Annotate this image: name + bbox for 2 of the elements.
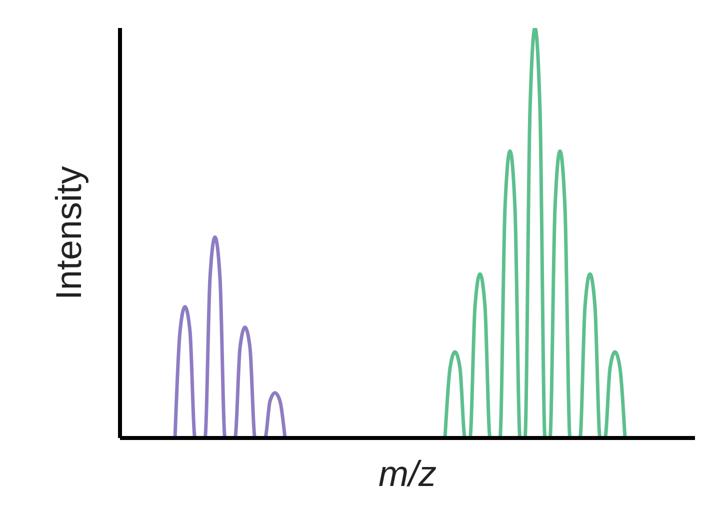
y-axis-title: Intensity [48, 166, 89, 300]
x-axis-title: m/z [378, 453, 436, 494]
